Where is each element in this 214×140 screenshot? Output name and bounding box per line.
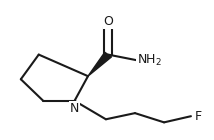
Text: F: F xyxy=(195,110,202,123)
Text: N: N xyxy=(70,102,79,115)
Text: O: O xyxy=(103,15,113,28)
Polygon shape xyxy=(88,52,111,76)
Text: NH$_2$: NH$_2$ xyxy=(137,53,162,68)
